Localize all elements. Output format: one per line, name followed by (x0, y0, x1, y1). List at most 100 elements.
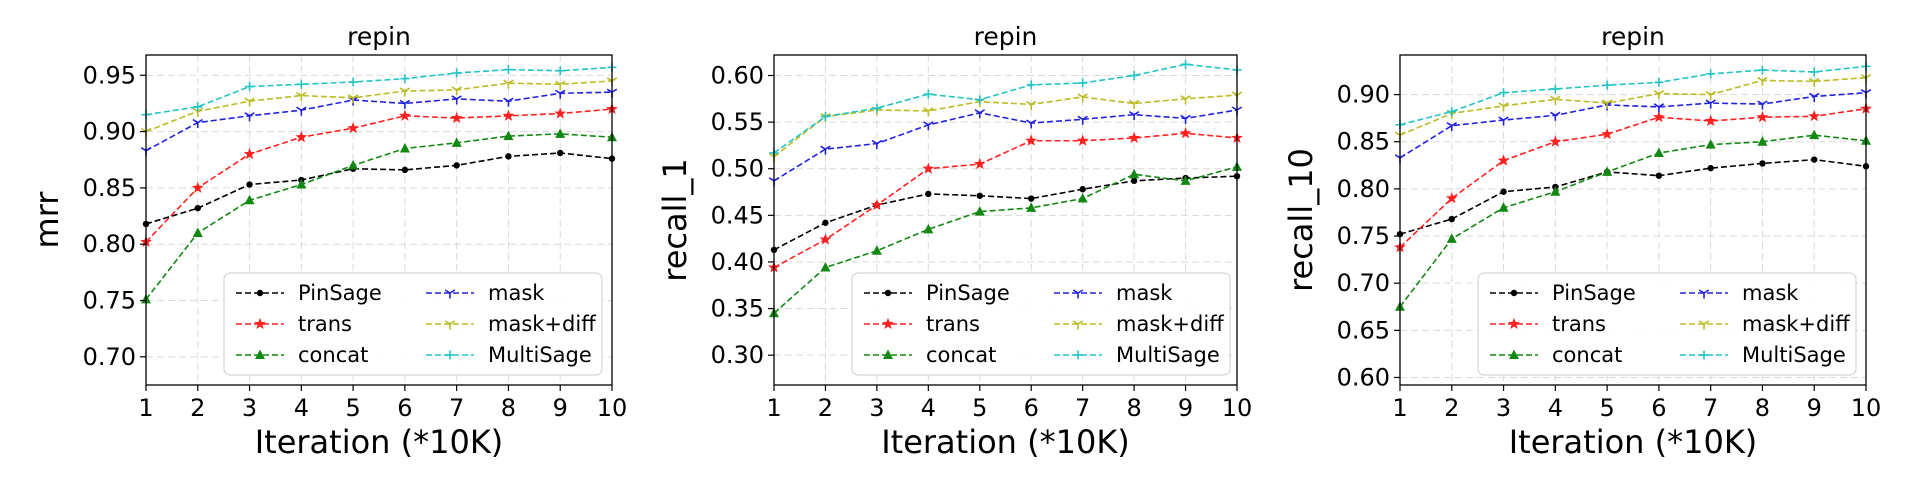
legend-marker (1072, 289, 1084, 299)
legend-label: mask+diff (1742, 312, 1850, 336)
data-point (1759, 160, 1766, 167)
series-line-mask (145, 91, 613, 152)
data-point (193, 102, 203, 112)
data-point (399, 99, 411, 109)
y-tick-label: 0.65 (1337, 316, 1390, 344)
series-line-mask-diff (1399, 76, 1867, 136)
data-point (246, 181, 253, 188)
x-tick-label: 4 (1548, 394, 1563, 422)
x-tick-label: 2 (1444, 394, 1459, 422)
data-point (973, 157, 986, 170)
data-point (348, 77, 358, 87)
data-point (1025, 100, 1037, 110)
y-tick-label: 0.70 (83, 343, 136, 371)
data-point (1447, 107, 1457, 117)
series-line-multisage (1399, 65, 1867, 126)
data-point (1077, 93, 1088, 103)
legend-label: mask (1742, 281, 1799, 305)
x-axis-label: Iteration (*10K) (1509, 423, 1758, 461)
data-point (1446, 233, 1457, 243)
data-point (1655, 172, 1663, 179)
data-point (503, 79, 514, 89)
data-point (1652, 111, 1665, 123)
data-point (1653, 147, 1664, 158)
data-point (872, 103, 882, 113)
y-tick-label: 0.95 (83, 61, 136, 89)
data-point (1757, 65, 1767, 75)
data-point (1809, 67, 1819, 77)
data-point (1704, 114, 1717, 127)
series-line-mask (773, 109, 1238, 182)
x-tick-label: 5 (1599, 394, 1614, 422)
chart-title: repin (1601, 22, 1665, 51)
data-point (1499, 88, 1509, 98)
data-point (348, 159, 359, 170)
y-tick-label: 0.80 (1337, 175, 1390, 203)
data-point (1809, 129, 1820, 140)
x-tick-label: 9 (1807, 394, 1822, 422)
legend-marker (255, 349, 265, 359)
data-point (245, 82, 255, 92)
data-point (1757, 76, 1768, 86)
data-point (1498, 116, 1509, 126)
series-line-multisage (773, 63, 1238, 154)
data-point (923, 89, 933, 99)
data-point (1550, 111, 1561, 121)
legend: PinSage trans concat mask mask+diff MultiSage (851, 272, 1231, 376)
data-point (244, 194, 255, 205)
y-tick-label: 0.90 (83, 118, 136, 146)
data-point (1707, 164, 1714, 172)
data-point (1498, 102, 1509, 112)
x-tick-label: 10 (1851, 394, 1882, 422)
legend-label: trans (926, 312, 980, 336)
y-tick-label: 0.60 (1337, 363, 1390, 391)
legend-marker (444, 289, 456, 299)
data-point (871, 139, 883, 150)
data-point (923, 121, 934, 131)
x-tick-label: 1 (138, 394, 153, 422)
legend-marker (1699, 350, 1709, 360)
data-point (451, 86, 462, 96)
data-point (554, 80, 566, 90)
data-point (1445, 192, 1458, 204)
data-point (923, 107, 934, 117)
x-tick-label: 2 (190, 394, 205, 422)
legend-item: concat (236, 343, 368, 367)
data-point (1705, 90, 1716, 101)
x-tick-label: 7 (1703, 394, 1718, 422)
data-point (1705, 99, 1716, 109)
legend: PinSage trans concat mask mask+diff MultiSage (1477, 272, 1857, 376)
data-point (1128, 110, 1140, 121)
data-point (1811, 156, 1818, 163)
x-tick-label: 6 (397, 394, 412, 422)
data-point (296, 91, 307, 102)
data-point (1498, 202, 1509, 212)
data-point (1129, 71, 1139, 81)
data-point (820, 112, 830, 122)
data-point (557, 149, 564, 157)
legend-label: mask (488, 281, 545, 305)
legend-marker (1072, 320, 1084, 330)
series-line-pinsage (1399, 158, 1867, 235)
data-point (1025, 119, 1037, 129)
legend-item: trans (236, 312, 352, 336)
legend-item: PinSage (1490, 281, 1636, 305)
data-point (1550, 84, 1560, 94)
data-point (976, 192, 983, 199)
data-point (1446, 122, 1458, 132)
data-point (452, 68, 462, 78)
data-point (1500, 188, 1507, 195)
legend-box (223, 272, 603, 376)
data-point (1130, 177, 1138, 185)
legend-item: MultiSage (1054, 343, 1220, 367)
data-point (1808, 77, 1820, 87)
chart-title: repin (974, 22, 1038, 51)
data-point (555, 66, 565, 76)
series-line-mask-diff (773, 94, 1238, 158)
data-point (191, 181, 204, 193)
data-point (820, 145, 831, 155)
legend-item: trans (1490, 312, 1606, 336)
x-tick-label: 4 (921, 394, 936, 422)
data-point (1128, 99, 1140, 109)
x-tick-label: 7 (1075, 394, 1090, 422)
